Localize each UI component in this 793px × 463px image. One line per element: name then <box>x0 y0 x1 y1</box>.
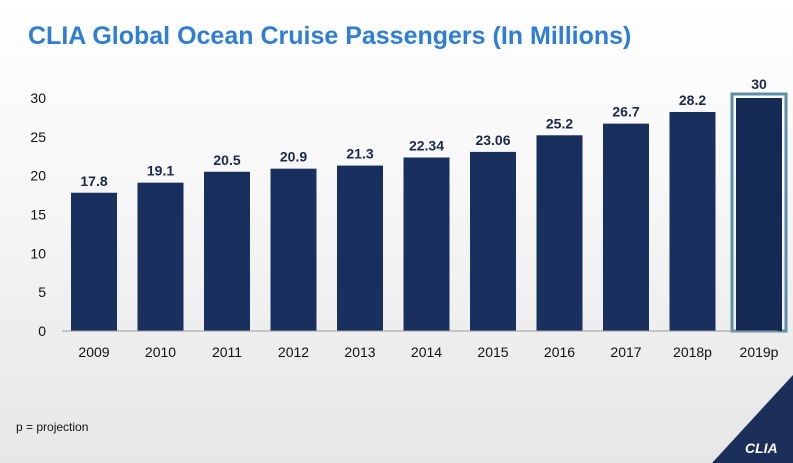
x-tick-label-2012: 2012 <box>278 344 309 360</box>
data-label-2012: 20.9 <box>280 149 307 165</box>
x-tick-label-2018p: 2018p <box>673 344 712 360</box>
bar-2016 <box>536 135 583 331</box>
data-label-2016: 25.2 <box>546 115 573 131</box>
x-tick-label-2013: 2013 <box>344 344 375 360</box>
bar-2011 <box>204 171 250 331</box>
x-tick-label-2019p: 2019p <box>740 344 779 360</box>
x-tick-label-2010: 2010 <box>145 344 176 360</box>
bar-2010 <box>137 182 184 331</box>
x-tick-label-2014: 2014 <box>411 344 442 360</box>
y-tick-label: 0 <box>38 323 46 339</box>
bar-2014 <box>403 157 450 331</box>
data-label-2013: 21.3 <box>346 146 373 162</box>
y-tick-label: 25 <box>30 129 46 145</box>
x-tick-label-2017: 2017 <box>610 344 641 360</box>
y-tick-label: 10 <box>30 245 46 261</box>
x-tick-label-2015: 2015 <box>477 344 508 360</box>
data-label-2009: 17.8 <box>80 173 107 189</box>
chart-title: CLIA Global Ocean Cruise Passengers (In … <box>28 22 632 50</box>
bars: 17.8 19.1 20.5 20.9 21.3 22.34 23.06 25.2 26.7 28… <box>71 76 788 333</box>
bar-2015 <box>470 151 516 331</box>
bar-2018p <box>669 111 716 331</box>
bar-2017 <box>603 123 649 331</box>
data-label-2010: 19.1 <box>147 163 174 179</box>
x-tick-label-2009: 2009 <box>78 344 109 360</box>
projection-footnote: p = projection <box>16 420 89 434</box>
bar-2013 <box>337 165 383 331</box>
y-tick-label: 20 <box>30 168 46 184</box>
bar-2012 <box>270 168 317 331</box>
y-tick-label: 5 <box>38 284 46 300</box>
bar-2009 <box>71 192 117 331</box>
data-label-2017: 26.7 <box>612 104 639 120</box>
x-tick-label-2016: 2016 <box>544 344 575 360</box>
y-tick-label: 15 <box>30 207 46 223</box>
bar-2019p <box>736 98 782 331</box>
y-axis: 0 5 10 15 20 25 30 <box>30 90 46 339</box>
data-label-2018p: 28.2 <box>679 92 706 108</box>
data-label-2014: 22.34 <box>409 137 444 153</box>
y-tick-label: 30 <box>30 90 46 106</box>
x-axis: 2009 2010 2011 2012 2013 2014 2015 2016 2017 2018… <box>62 330 779 360</box>
data-label-2011: 20.5 <box>213 152 240 168</box>
data-label-2015: 23.06 <box>475 132 510 148</box>
x-tick-label-2011: 2011 <box>212 344 242 360</box>
data-label-2019p: 30 <box>751 76 767 92</box>
